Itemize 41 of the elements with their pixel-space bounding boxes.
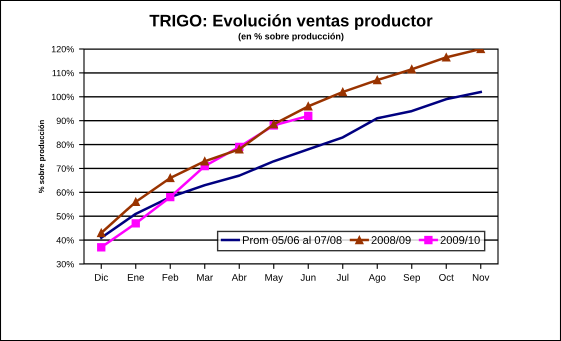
y-tick-label: 30% <box>56 260 74 268</box>
point <box>373 76 382 84</box>
legend-label: Prom 05/06 al 07/08 <box>242 236 342 244</box>
x-tick-label: Oct <box>439 274 454 281</box>
x-tick-label: May <box>265 274 283 283</box>
point <box>408 65 416 74</box>
point <box>97 228 106 238</box>
y-tick-label: 40% <box>56 237 74 244</box>
x-tick-label: Dic <box>95 274 108 281</box>
x-tick-label: Ene <box>128 274 144 281</box>
chart-title: TRIGO: Evolución ventas productor <box>150 14 432 30</box>
point <box>200 157 209 166</box>
point <box>304 112 312 120</box>
y-tick-label: 100% <box>52 94 74 100</box>
point <box>442 53 450 62</box>
legend-label: 2009/10 <box>440 236 480 244</box>
x-tick-label: Jun <box>300 274 316 281</box>
point <box>166 192 174 202</box>
legend-label: 2008/09 <box>372 236 411 244</box>
y-tick-label: 60% <box>56 189 74 196</box>
y-tick-label: 120% <box>52 46 74 52</box>
x-tick-label: Mar <box>197 274 213 281</box>
point <box>132 219 140 228</box>
x-tick-label: Feb <box>162 274 178 281</box>
point <box>338 88 347 96</box>
point <box>132 198 140 206</box>
x-tick-label: Sep <box>404 274 420 283</box>
x-tick-label: Jul <box>336 274 348 281</box>
point <box>235 145 244 154</box>
x-tick-label: Ago <box>368 274 386 283</box>
x-tick-label: Abr <box>232 274 247 281</box>
point <box>97 243 106 252</box>
x-tick-label: Nov <box>472 274 490 281</box>
y-tick-label: 80% <box>56 142 74 148</box>
chart-subtitle: (en % sobre producción) <box>238 32 344 42</box>
y-tick-label: 90% <box>56 118 74 124</box>
point <box>304 102 312 110</box>
point <box>166 174 174 182</box>
y-tick-label: 70% <box>56 165 74 172</box>
y-tick-label: 110% <box>52 70 74 76</box>
y-tick-label: 50% <box>56 213 74 220</box>
